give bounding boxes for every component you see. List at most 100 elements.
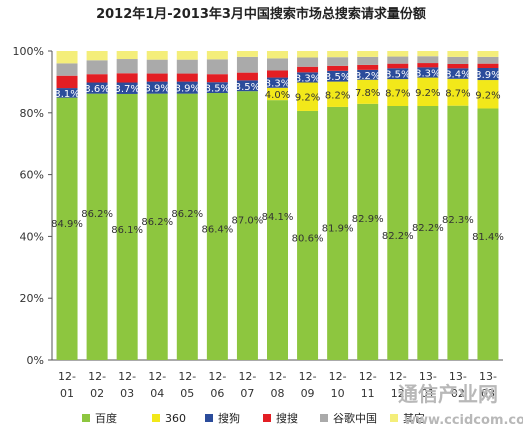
bar-segment (327, 65, 349, 71)
bar-segment (357, 64, 379, 70)
bar-segment (116, 73, 138, 83)
bar-segment (327, 51, 349, 58)
bar-segment (86, 60, 108, 75)
data-label: 3.9% (475, 70, 500, 81)
data-label: 8.2% (325, 90, 350, 101)
legend-label: 360 (165, 412, 186, 425)
x-tick-label-line1: 12- (329, 370, 347, 383)
legend-swatch (82, 414, 90, 422)
chart-legend: 百度 360 搜狗 搜搜 谷歌中国 其它 (82, 411, 425, 425)
data-label: 84.9% (51, 219, 83, 230)
x-tick-label-line1: 12- (148, 370, 166, 383)
bar-segment (86, 93, 108, 360)
data-label: 3.3% (295, 73, 320, 84)
bar-segment (387, 51, 409, 57)
bar-segment (116, 51, 138, 60)
x-tick-label-line2: 12 (391, 387, 405, 400)
data-label: 82.2% (412, 223, 444, 234)
bar-segment (387, 56, 409, 64)
data-label: 9.2% (295, 93, 320, 104)
bar-segment (297, 110, 319, 360)
data-label: 86.4% (201, 225, 233, 236)
bar-segment (146, 51, 168, 60)
x-tick-label-line1: 12- (118, 370, 136, 383)
x-axis-ticks: 12- 01 12- 02 12- 03 12- 04 12- 05 12- 06 12- 07 12- 08… (58, 370, 497, 400)
bar-segment (357, 69, 379, 80)
data-label: 3.4% (445, 70, 470, 81)
data-label: 82.2% (382, 231, 414, 242)
bar-segment (297, 51, 319, 58)
data-label: 82.9% (352, 214, 384, 225)
x-tick-label-line2: 02 (90, 387, 104, 400)
data-label: 3.3% (415, 68, 440, 79)
bar-segment (86, 82, 108, 94)
bar-segment (417, 51, 439, 57)
bar-segment (267, 100, 288, 361)
bar-segment (206, 93, 228, 361)
bar-segment (146, 93, 168, 360)
chart-data-labels: 84.9% 3.1% 86.2% 3.6% 86.1% 3.7% 86.2% 3.9% 86.2… (51, 68, 504, 244)
legend-label: 百度 (95, 411, 117, 425)
bar-segment (146, 73, 168, 82)
x-tick-label-line2: 04 (150, 387, 164, 400)
data-label: 3.9% (145, 84, 170, 95)
data-label: 3.3% (265, 79, 290, 90)
bar-segment (357, 103, 379, 361)
data-label: 80.6% (292, 233, 324, 244)
legend-label: 谷歌中国 (333, 411, 377, 425)
bar-segment (417, 67, 439, 78)
bar-segment (267, 70, 288, 78)
x-tick-label-line2: 01 (60, 387, 74, 400)
bar-segment (176, 51, 198, 60)
x-tick-label-line1: 12- (58, 370, 76, 383)
bar-segment (477, 108, 499, 360)
bar-segment (206, 82, 228, 94)
bar-segment (297, 82, 319, 111)
bar-segment (206, 59, 228, 75)
y-tick-label: 0% (27, 354, 44, 367)
x-tick-label-line1: 12- (299, 370, 317, 383)
bar-segment (56, 51, 78, 64)
data-label: 3.5% (205, 84, 230, 95)
legend-swatch (320, 414, 328, 422)
data-label: 7.8% (355, 88, 380, 99)
bar-segment (477, 63, 499, 68)
x-tick-label-line2: 07 (240, 387, 254, 400)
y-tick-label: 60% (20, 169, 44, 182)
bar-segment (297, 57, 319, 67)
data-label: 86.2% (141, 217, 173, 228)
bar-segment (116, 59, 138, 74)
legend-swatch (205, 414, 213, 422)
bar-segment (176, 81, 198, 94)
bar-segment (477, 51, 499, 57)
legend-swatch (390, 414, 398, 422)
bar-segment (56, 97, 78, 360)
x-tick-label-line2: 10 (331, 387, 345, 400)
x-tick-label-line1: 13- (419, 370, 437, 383)
bar-segment (236, 80, 258, 92)
bar-segment (387, 68, 409, 80)
data-label: 3.5% (235, 82, 260, 93)
x-tick-label-line2: 06 (210, 387, 224, 400)
bar-segment (176, 73, 198, 82)
bar-segment (267, 51, 288, 59)
bar-segment (477, 80, 499, 109)
data-label: 9.2% (475, 90, 500, 101)
bar-segment (236, 91, 258, 361)
bar-segment (477, 67, 499, 81)
x-tick-label-line1: 13- (449, 370, 467, 383)
bar-segment (86, 51, 108, 61)
bar-segment (116, 82, 138, 94)
legend-label: 搜狗 (218, 411, 240, 425)
y-tick-label: 80% (20, 107, 44, 120)
bar-segment (86, 74, 108, 83)
data-label: 81.4% (472, 232, 504, 243)
bar-segment (327, 106, 349, 360)
x-tick-label-line2: 02 (451, 387, 465, 400)
chart-title: 2012年1月-2013年3月中国搜索市场总搜索请求量份额 (96, 6, 426, 22)
data-label: 3.2% (355, 71, 380, 82)
bar-segment (417, 77, 439, 107)
bar-segment (417, 63, 439, 68)
bar-segment (477, 56, 499, 64)
data-label: 84.1% (262, 212, 294, 223)
